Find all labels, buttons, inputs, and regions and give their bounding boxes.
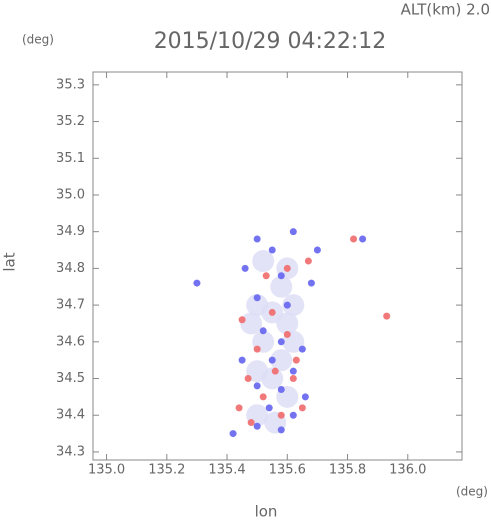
data-point xyxy=(247,419,255,427)
y-tick-label: 35.0 xyxy=(56,187,85,202)
data-point xyxy=(283,330,291,338)
x-tick-label: 135.8 xyxy=(329,463,366,478)
data-point xyxy=(277,338,285,346)
data-point xyxy=(298,345,306,353)
y-axis-label: lat xyxy=(1,252,19,271)
data-point xyxy=(282,294,305,317)
data-point xyxy=(313,246,321,254)
data-point xyxy=(298,404,306,412)
data-point xyxy=(283,301,291,309)
y-tick-label: 35.3 xyxy=(56,77,85,92)
data-point xyxy=(253,345,261,353)
data-point xyxy=(238,316,246,324)
y-tick-label: 34.4 xyxy=(56,408,85,423)
data-point xyxy=(283,264,291,272)
data-point xyxy=(277,272,285,280)
data-point xyxy=(350,235,358,243)
data-point xyxy=(262,272,270,280)
x-tick-label: 135.2 xyxy=(148,463,185,478)
data-point xyxy=(246,360,269,383)
data-point xyxy=(289,228,297,236)
y-tick-label: 34.6 xyxy=(56,334,85,349)
x-unit: (deg) xyxy=(456,485,488,499)
data-point xyxy=(270,275,293,298)
x-tick-label: 135.4 xyxy=(208,463,245,478)
y-tick-label: 35.1 xyxy=(56,151,85,166)
y-unit: (deg) xyxy=(22,33,54,47)
data-point xyxy=(268,308,276,316)
y-tick-label: 35.2 xyxy=(56,114,85,129)
data-point xyxy=(238,356,246,364)
data-point xyxy=(235,404,243,412)
data-point xyxy=(253,422,261,430)
data-point xyxy=(383,312,391,320)
data-point xyxy=(289,411,297,419)
data-point xyxy=(268,356,276,364)
data-point xyxy=(252,250,275,273)
y-tick-label: 34.8 xyxy=(56,261,85,276)
altitude-label: ALT(km) 2.0 xyxy=(401,1,490,19)
data-point xyxy=(265,404,273,412)
y-tick-label: 34.3 xyxy=(56,444,85,459)
data-point xyxy=(240,312,263,335)
data-point xyxy=(277,411,285,419)
x-axis-label: lon xyxy=(255,503,278,521)
plot-frame xyxy=(92,71,463,461)
y-tick-label: 34.9 xyxy=(56,224,85,239)
data-point xyxy=(253,382,261,390)
x-tick-label: 136.0 xyxy=(389,463,426,478)
data-point xyxy=(292,356,300,364)
data-point xyxy=(289,375,297,383)
data-point xyxy=(241,264,249,272)
data-point xyxy=(271,367,279,375)
chart-title: 2015/10/29 04:22:12 xyxy=(154,29,387,54)
x-tick-label: 135.6 xyxy=(269,463,306,478)
data-point xyxy=(253,294,261,302)
data-point xyxy=(277,386,285,394)
data-point xyxy=(359,235,367,243)
data-point xyxy=(193,279,201,287)
data-point xyxy=(268,246,276,254)
data-point xyxy=(259,393,267,401)
data-point xyxy=(259,327,267,335)
data-point xyxy=(253,235,261,243)
data-point xyxy=(277,426,285,434)
y-tick-label: 34.5 xyxy=(56,371,85,386)
x-tick-label: 135.0 xyxy=(88,463,125,478)
data-point xyxy=(270,349,293,372)
data-point xyxy=(229,430,237,438)
data-point xyxy=(244,375,252,383)
y-tick-label: 34.7 xyxy=(56,298,85,313)
data-point xyxy=(304,257,312,265)
data-point xyxy=(276,312,299,335)
data-point xyxy=(301,393,309,401)
data-point xyxy=(289,367,297,375)
data-point xyxy=(307,279,315,287)
